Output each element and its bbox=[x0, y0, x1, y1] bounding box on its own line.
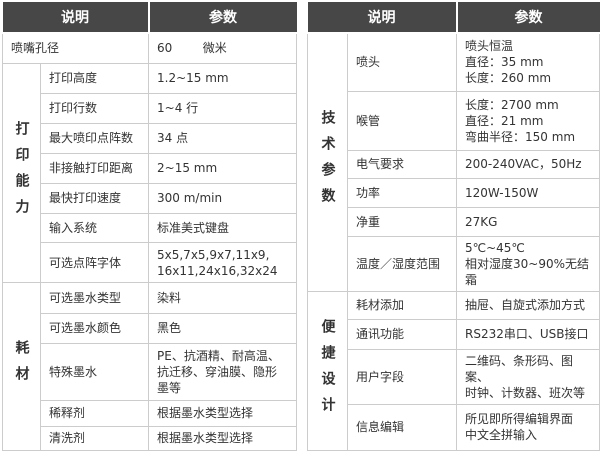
table-row: 净重 27KG bbox=[308, 206, 600, 237]
spec-value: 喷头恒温 直径：35 mm 长度：260 mm bbox=[456, 32, 600, 92]
spec-value: 34 点 bbox=[148, 122, 297, 154]
spec-label: 最快打印速度 bbox=[40, 182, 149, 214]
spec-label: 可选点阵字体 bbox=[40, 241, 149, 284]
spec-label: 温度／湿度范围 bbox=[347, 235, 457, 292]
left-spec-table: 说明 参数 喷嘴孔径 60 微米 打印能力 打印高度 1.2~15 mm 打印行… bbox=[2, 2, 297, 451]
group-label-convenient-design: 便捷设计 bbox=[307, 290, 348, 451]
spec-value: 染料 bbox=[148, 282, 297, 314]
table-row: 打印行数 1~4 行 bbox=[3, 92, 297, 124]
spec-value: 120W-150W bbox=[456, 177, 600, 208]
spec-label: 非接触打印距离 bbox=[40, 152, 149, 184]
spec-label: 喉管 bbox=[347, 90, 457, 151]
spec-label: 净重 bbox=[347, 206, 457, 237]
spec-label: 电气要求 bbox=[347, 149, 457, 179]
spec-value: 所见即所得编辑界面 中文全拼输入 bbox=[456, 403, 600, 451]
group-label-print-capability: 打印能力 bbox=[2, 62, 41, 284]
spec-label: 打印行数 bbox=[40, 92, 149, 124]
spec-label: 最大喷印点阵数 bbox=[40, 122, 149, 154]
spec-label: 清洗剂 bbox=[40, 425, 149, 451]
spec-label: 可选墨水颜色 bbox=[40, 312, 149, 344]
left-header-desc: 说明 bbox=[2, 2, 150, 34]
table-row: 技术参数 喷头 喷头恒温 直径：35 mm 长度：260 mm bbox=[307, 32, 600, 292]
spec-value: 标准美式键盘 bbox=[148, 212, 297, 244]
spec-value: 5x5,7x5,9x7,11x9, 16x11,24x16,32x24 bbox=[148, 241, 297, 284]
spec-label: 特殊墨水 bbox=[40, 342, 149, 401]
spec-value: 抽屉、自旋式添加方式 bbox=[456, 290, 600, 320]
table-row: 用户字段 二维码、条形码、图案、 时钟、计数器、班次等 bbox=[308, 348, 600, 405]
group-label-technical-params: 技术参数 bbox=[307, 32, 348, 292]
table-row: 可选点阵字体 5x5,7x5,9x7,11x9, 16x11,24x16,32x… bbox=[3, 241, 297, 284]
spec-label: 用户字段 bbox=[347, 348, 457, 405]
spec-value: 根据墨水类型选择 bbox=[148, 399, 297, 427]
table-row: 打印能力 打印高度 1.2~15 mm bbox=[2, 62, 297, 284]
spec-value: 二维码、条形码、图案、 时钟、计数器、班次等 bbox=[456, 348, 600, 405]
spec-label: 喷嘴孔径 bbox=[2, 32, 149, 64]
spec-value: 1~4 行 bbox=[148, 92, 297, 124]
spec-value: 5℃~45℃ 相对湿度30~90%无结霜 bbox=[456, 235, 600, 292]
table-row: 清洗剂 根据墨水类型选择 bbox=[3, 425, 297, 451]
table-row: 喷嘴孔径 60 微米 bbox=[2, 32, 297, 64]
spec-label: 喷头 bbox=[347, 32, 457, 92]
right-header-desc: 说明 bbox=[307, 2, 458, 34]
table-row: 特殊墨水 PE、抗酒精、耐高温、 抗迁移、穿油膜、隐形墨等 bbox=[3, 342, 297, 401]
spec-value: RS232串口、USB接口 bbox=[456, 318, 600, 350]
spec-value: 300 m/min bbox=[148, 182, 297, 214]
table-row: 温度／湿度范围 5℃~45℃ 相对湿度30~90%无结霜 bbox=[308, 235, 600, 292]
table-row: 信息编辑 所见即所得编辑界面 中文全拼输入 bbox=[308, 403, 600, 451]
table-row: 电气要求 200-240VAC，50Hz bbox=[308, 149, 600, 179]
table-row: 喉管 长度：2700 mm 直径：21 mm 弯曲半径：150 mm bbox=[308, 90, 600, 151]
spec-value: 根据墨水类型选择 bbox=[148, 425, 297, 451]
table-row: 便捷设计 耗材添加 抽屉、自旋式添加方式 bbox=[307, 290, 600, 451]
spec-label: 耗材添加 bbox=[347, 290, 457, 320]
spec-label: 通讯功能 bbox=[347, 318, 457, 350]
spec-value: 长度：2700 mm 直径：21 mm 弯曲半径：150 mm bbox=[456, 90, 600, 151]
spec-label: 打印高度 bbox=[40, 62, 149, 94]
spec-label: 可选墨水类型 bbox=[40, 282, 149, 314]
spec-label: 信息编辑 bbox=[347, 403, 457, 451]
table-row: 输入系统 标准美式键盘 bbox=[3, 212, 297, 244]
left-header-param: 参数 bbox=[148, 2, 297, 34]
spec-label: 稀释剂 bbox=[40, 399, 149, 427]
right-header-param: 参数 bbox=[456, 2, 600, 34]
spec-value: 黑色 bbox=[148, 312, 297, 344]
spec-value: 27KG bbox=[456, 206, 600, 237]
table-row: 可选墨水颜色 黑色 bbox=[3, 312, 297, 344]
table-row: 最大喷印点阵数 34 点 bbox=[3, 122, 297, 154]
table-row: 通讯功能 RS232串口、USB接口 bbox=[308, 318, 600, 350]
table-row: 非接触打印距离 2~15 mm bbox=[3, 152, 297, 184]
spec-value: PE、抗酒精、耐高温、 抗迁移、穿油膜、隐形墨等 bbox=[148, 342, 297, 401]
table-row: 耗材 可选墨水类型 染料 bbox=[2, 282, 297, 451]
spec-value: 2~15 mm bbox=[148, 152, 297, 184]
spec-label: 输入系统 bbox=[40, 212, 149, 244]
table-row: 稀释剂 根据墨水类型选择 bbox=[3, 399, 297, 427]
spec-label: 功率 bbox=[347, 177, 457, 208]
table-row: 最快打印速度 300 m/min bbox=[3, 182, 297, 214]
spec-value: 60 微米 bbox=[148, 32, 297, 64]
table-row: 功率 120W-150W bbox=[308, 177, 600, 208]
spec-value: 1.2~15 mm bbox=[148, 62, 297, 94]
group-label-consumables: 耗材 bbox=[2, 282, 41, 451]
spec-value: 200-240VAC，50Hz bbox=[456, 149, 600, 179]
right-spec-table: 说明 参数 技术参数 喷头 喷头恒温 直径：35 mm 长度：260 mm 喉管… bbox=[307, 2, 600, 451]
